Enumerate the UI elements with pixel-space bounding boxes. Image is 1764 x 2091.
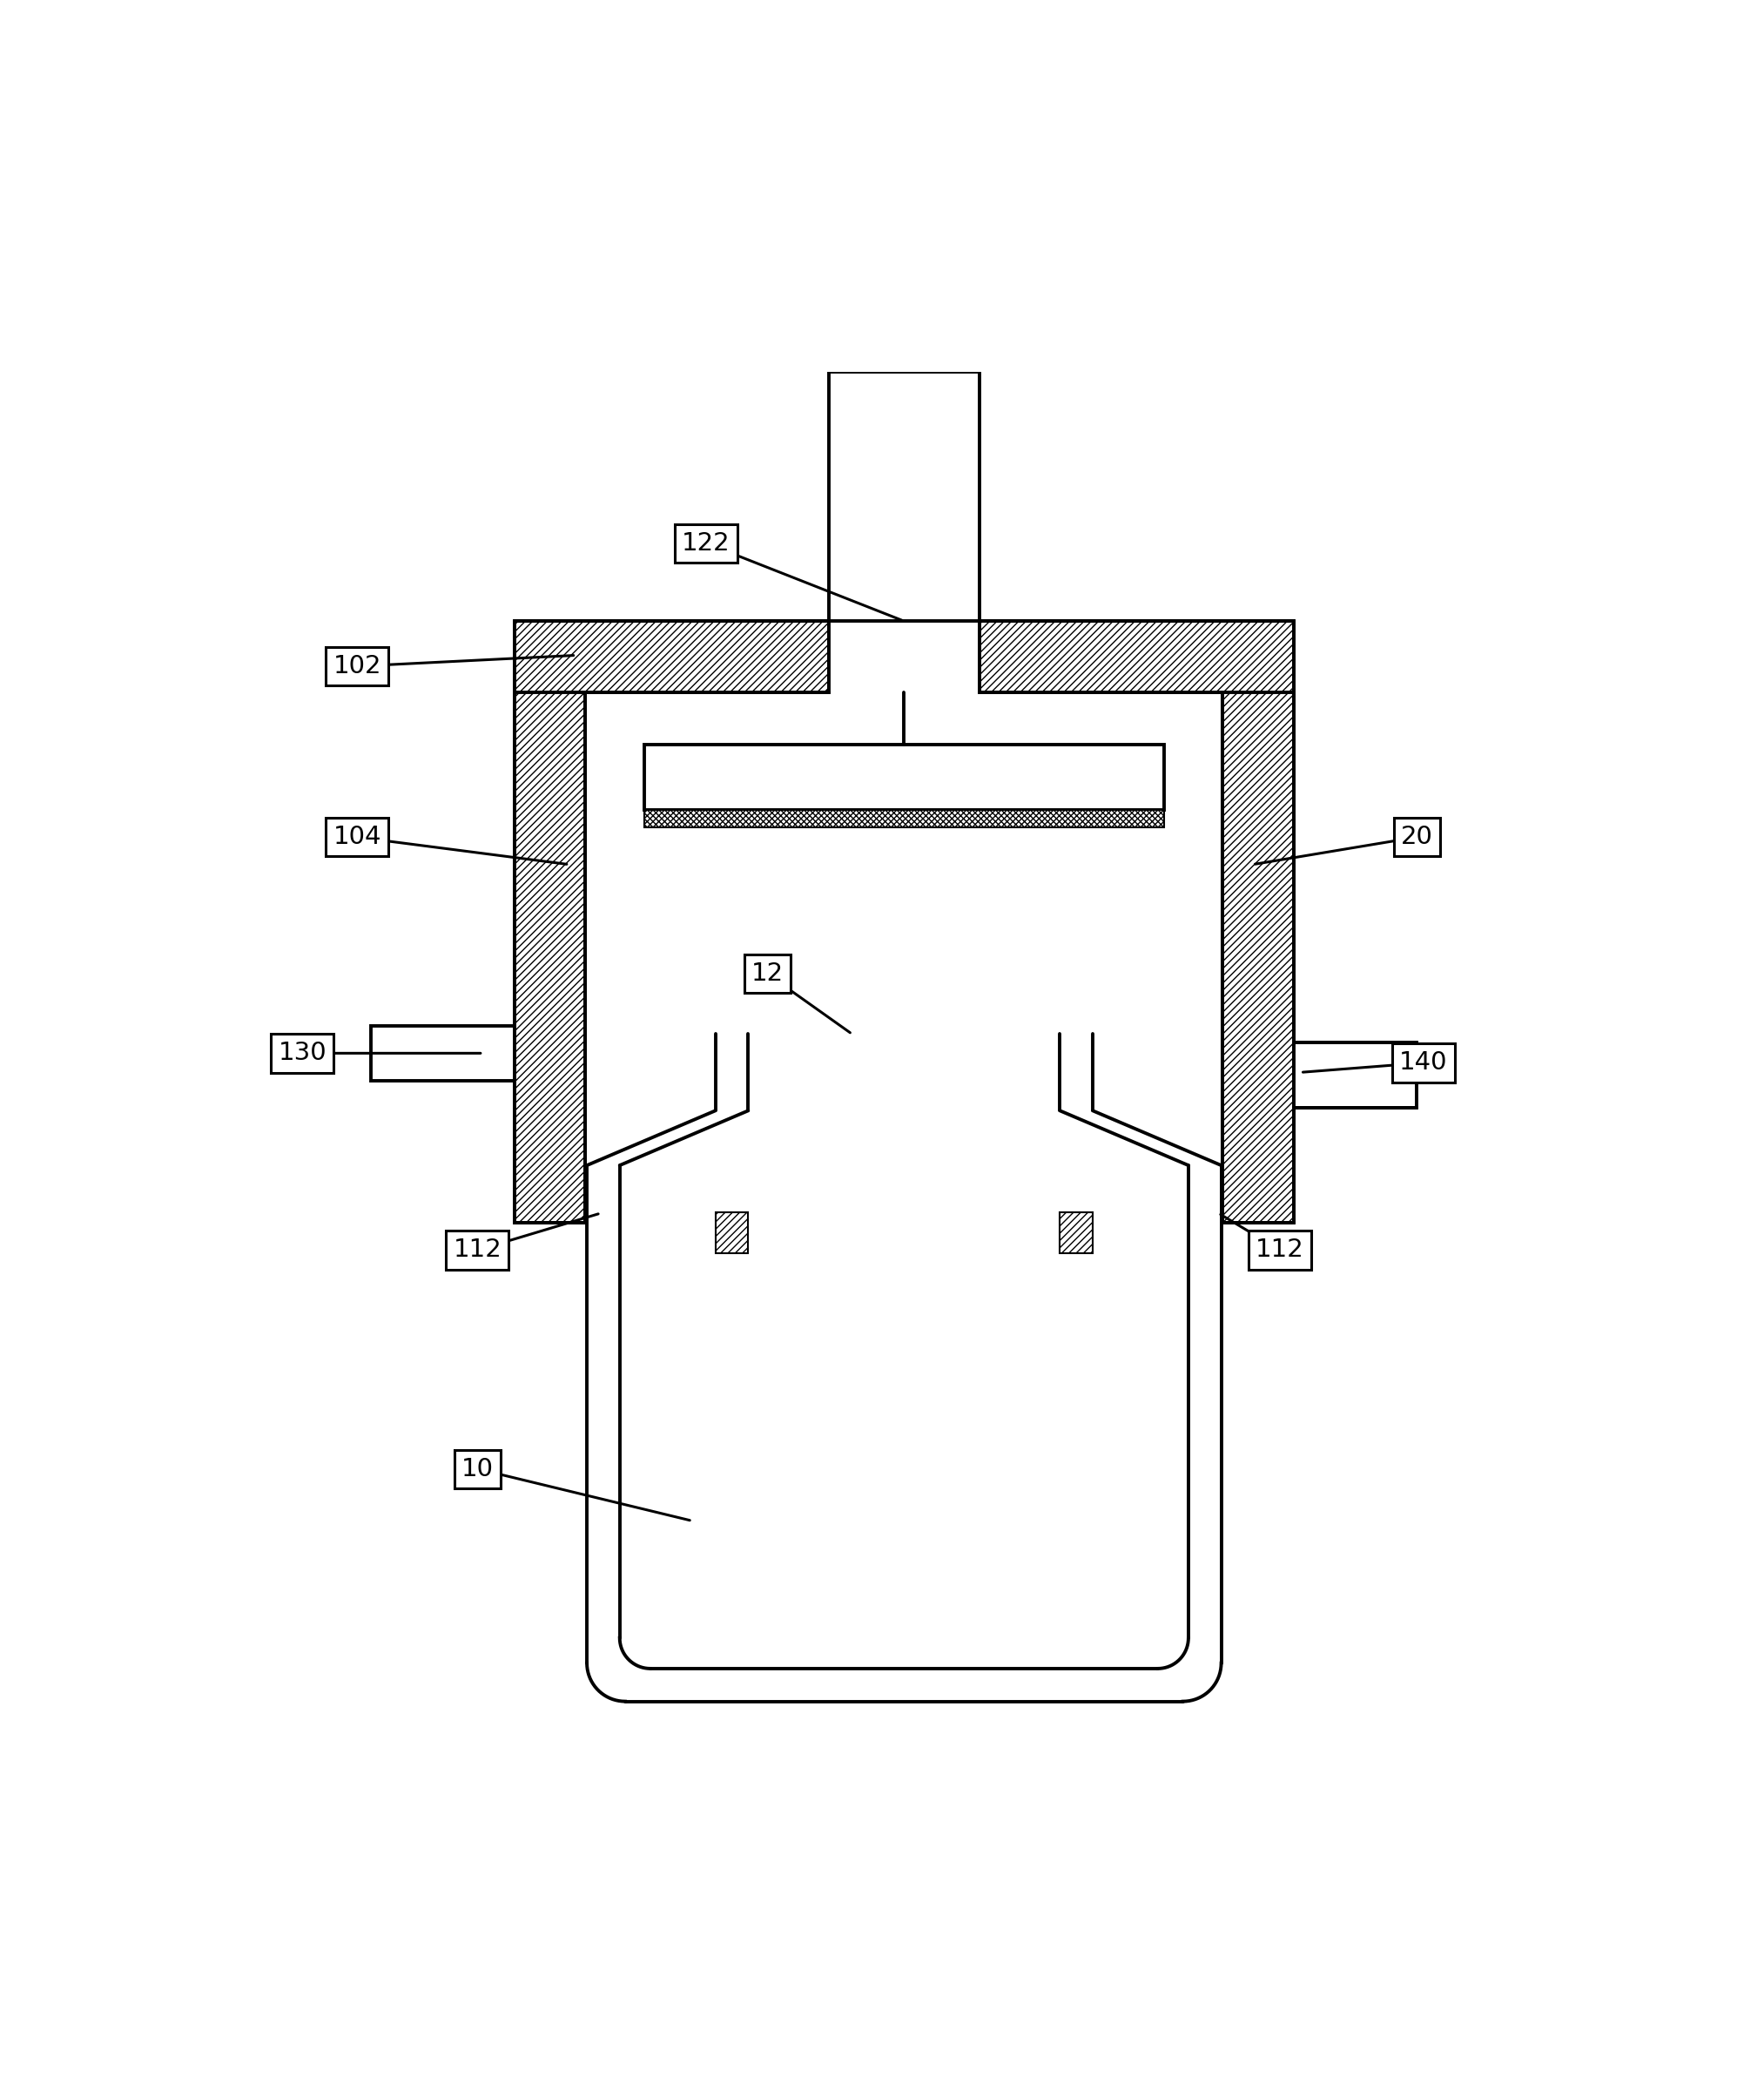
Text: 12: 12 (751, 962, 783, 987)
Bar (644, 744, 1164, 809)
Bar (829, 372, 979, 621)
Text: 104: 104 (333, 826, 381, 849)
Text: 102: 102 (333, 654, 381, 677)
Bar (829, 621, 979, 692)
Bar (515, 621, 829, 692)
Text: 20: 20 (1401, 826, 1432, 849)
Text: 140: 140 (1399, 1050, 1448, 1075)
Bar (1293, 1041, 1416, 1108)
Bar (1222, 692, 1293, 1223)
Text: 112: 112 (1256, 1238, 1304, 1263)
Bar (1060, 1213, 1092, 1253)
Bar (515, 692, 586, 1223)
Text: 10: 10 (462, 1457, 494, 1480)
Text: 130: 130 (279, 1041, 326, 1066)
Bar (979, 621, 1293, 692)
Bar (716, 1213, 748, 1253)
Text: 122: 122 (681, 531, 730, 556)
Text: 112: 112 (453, 1238, 501, 1263)
Bar (370, 1027, 515, 1081)
Bar (644, 809, 1164, 828)
